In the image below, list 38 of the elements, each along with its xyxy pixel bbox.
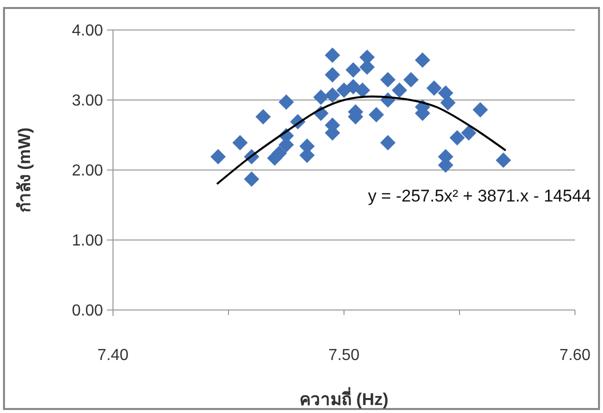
annotation: y = -257.5x² + 3871.x - 14544 [368,186,591,206]
y-axis-title: กำลัง (mW) [15,127,34,213]
x-tick-label: 7.40 [97,347,129,364]
y-tick-label: 2.00 [72,162,104,180]
point [272,146,287,161]
point [438,85,454,101]
point [354,82,370,98]
y-tick-label: 4.00 [72,22,104,40]
point [313,90,329,105]
point [244,171,260,187]
y-tick-label: 3.00 [72,92,104,110]
point [324,67,340,82]
point [255,109,271,124]
point [324,87,340,103]
x-tick-label: 7.50 [328,347,360,364]
x-tick-label: 7.60 [559,347,591,364]
point [426,80,442,96]
point [472,102,488,118]
x-axis-title: ความถี่ (Hz) [300,387,388,409]
point [414,52,430,68]
point [346,79,361,94]
point [368,107,384,122]
point [232,135,248,150]
point [392,82,408,98]
y-tick-label: 0.00 [72,302,104,320]
point [403,72,419,88]
point [324,48,340,63]
point [380,72,396,88]
point [496,152,512,168]
point [461,125,476,141]
point [346,62,361,78]
point [210,149,226,164]
point [380,135,396,150]
y-tick-label: 1.00 [72,232,104,250]
point [450,130,465,146]
line-series [216,96,507,185]
point [440,95,456,110]
point [278,94,294,110]
